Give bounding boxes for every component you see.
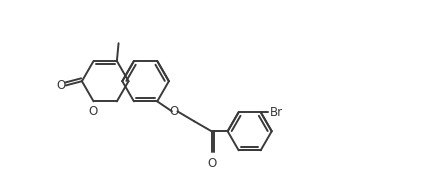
Text: O: O (207, 157, 216, 170)
Text: O: O (56, 79, 66, 92)
Text: O: O (169, 105, 179, 118)
Text: Br: Br (270, 106, 283, 119)
Text: O: O (88, 105, 97, 118)
